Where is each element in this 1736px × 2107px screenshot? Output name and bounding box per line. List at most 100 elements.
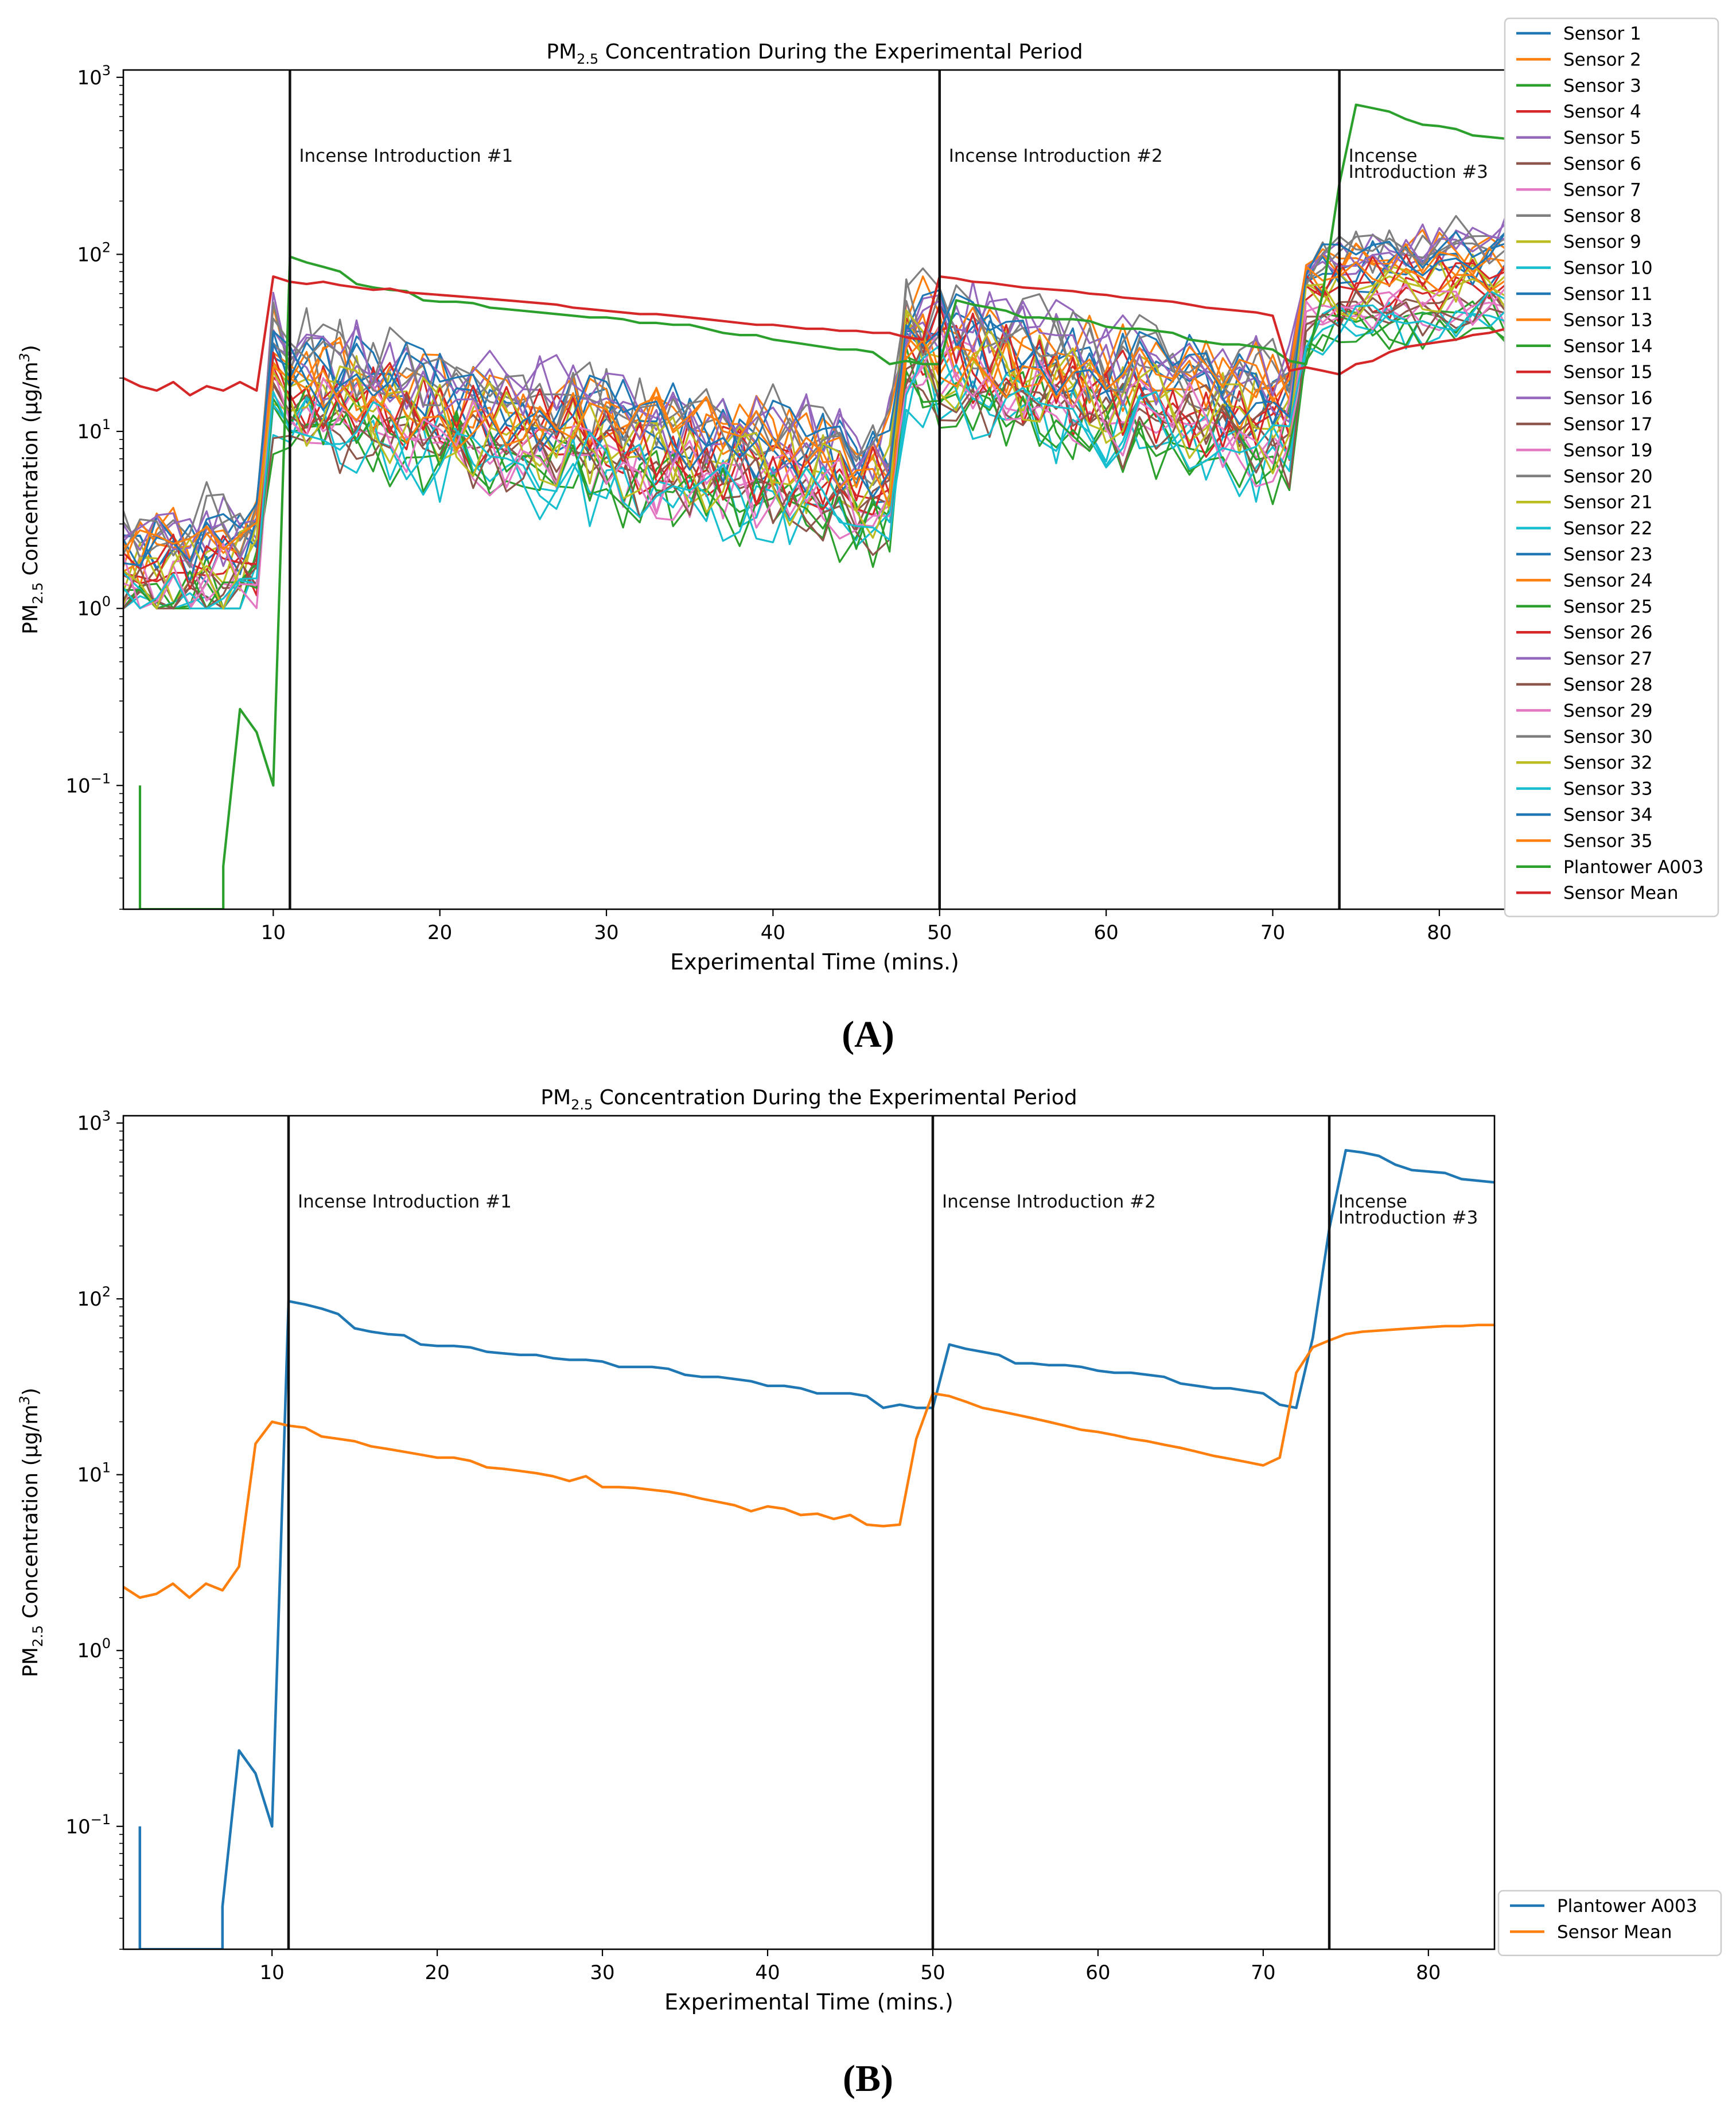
panel-label-a: (A) (842, 1014, 894, 1056)
legend-label-sensor-15: Sensor 15 (1563, 362, 1653, 383)
legend-label-sensor-8: Sensor 8 (1563, 206, 1641, 227)
legend-label-sensor-7: Sensor 7 (1563, 180, 1641, 200)
x-tick-label: 50 (920, 1961, 945, 1984)
y-tick-label: 103 (77, 1108, 111, 1135)
chart-title: PM2.5 Concentration During the Experimen… (540, 1086, 1077, 1113)
x-tick-label: 50 (927, 921, 952, 944)
y-tick-label: 10−1 (65, 770, 111, 797)
y-tick-label: 101 (77, 1460, 111, 1487)
legend-label-sensor-25: Sensor 25 (1563, 597, 1653, 617)
legend-label-sensor-24: Sensor 24 (1563, 570, 1653, 591)
legend-label-sensor-4: Sensor 4 (1563, 102, 1641, 122)
event-label-1: Incense Introduction #1 (299, 146, 513, 166)
legend-label-sensor-11: Sensor 11 (1563, 284, 1653, 305)
chart-panel-a: Incense Introduction #1 Incense Introduct… (17, 17, 1719, 975)
legend-label-plantower-a003: Plantower A003 (1557, 1896, 1697, 1917)
y-axis-label: PM2.5 Concentration (µg/m3) (17, 1388, 46, 1677)
legend-label-sensor-30: Sensor 30 (1563, 727, 1653, 747)
y-tick-label: 10−1 (65, 1812, 111, 1839)
legend: Sensor 1 Sensor 2 Sensor 3 Sensor 4 Sensor 5… (1504, 17, 1719, 917)
legend-label-sensor-13: Sensor 13 (1563, 310, 1653, 330)
x-tick-label: 70 (1260, 921, 1285, 944)
y-tick-label: 102 (77, 239, 111, 266)
legend-label-sensor-10: Sensor 10 (1563, 258, 1653, 279)
x-tick-label: 70 (1251, 1961, 1275, 1984)
x-tick-label: 20 (425, 1961, 449, 1984)
legend-label-sensor-5: Sensor 5 (1563, 128, 1641, 149)
y-tick-label: 100 (77, 594, 111, 621)
chart-panel-b: Incense Introduction #1 Incense Introduct… (17, 1086, 1722, 2015)
legend-label-sensor-1: Sensor 1 (1563, 24, 1641, 44)
event-label-1: Incense Introduction #1 (298, 1191, 512, 1212)
legend-label-sensor-33: Sensor 33 (1563, 779, 1653, 800)
legend-label-sensor-3: Sensor 3 (1563, 76, 1641, 96)
plot-area (123, 1148, 1494, 1949)
y-tick-label: 101 (77, 416, 111, 443)
legend-label-plantower-a003: Plantower A003 (1563, 857, 1703, 878)
legend-label-sensor-27: Sensor 27 (1563, 649, 1653, 669)
legend-label-sensor-2: Sensor 2 (1563, 49, 1641, 70)
series-line-sensor-33 (123, 290, 1506, 610)
series-line-sensor-29 (123, 283, 1506, 610)
legend-label-sensor-21: Sensor 21 (1563, 492, 1653, 513)
event-label-3: Incense Introduction #3 (1338, 1191, 1478, 1228)
series-line-sensor-15 (123, 262, 1506, 597)
series-line-sensor-27 (123, 227, 1506, 567)
x-tick-label: 20 (427, 921, 452, 944)
y-tick-label: 100 (77, 1635, 111, 1662)
legend-label-sensor-20: Sensor 20 (1563, 466, 1653, 487)
x-axis-label: Experimental Time (mins.) (664, 1989, 953, 2015)
x-tick-label: 80 (1427, 921, 1451, 944)
legend-label-sensor-22: Sensor 22 (1563, 519, 1653, 539)
legend: Plantower A003 Sensor Mean (1497, 1890, 1722, 1957)
x-tick-label: 40 (755, 1961, 780, 1984)
event-label-2: Incense Introduction #2 (942, 1191, 1156, 1212)
legend-label-sensor-32: Sensor 32 (1563, 753, 1653, 773)
legend-label-sensor-9: Sensor 9 (1563, 232, 1641, 252)
chart-title: PM2.5 Concentration During the Experimen… (546, 40, 1083, 67)
legend-label-sensor-16: Sensor 16 (1563, 388, 1653, 409)
legend-label-sensor-28: Sensor 28 (1563, 675, 1653, 695)
event-label-3: Incense Introduction #3 (1349, 146, 1488, 182)
legend-label-sensor-14: Sensor 14 (1563, 336, 1653, 357)
legend-label-sensor-35: Sensor 35 (1563, 831, 1653, 851)
series-line-sensor-mean (123, 1323, 1494, 1599)
legend-label-sensor-mean: Sensor Mean (1557, 1922, 1672, 1942)
plot-area (123, 103, 1506, 909)
y-tick-label: 102 (77, 1284, 111, 1311)
legend-label-sensor-17: Sensor 17 (1563, 414, 1653, 435)
panel-label-b: (B) (843, 2058, 893, 2100)
series-line-sensor-mean (123, 275, 1506, 397)
x-axis-label: Experimental Time (mins.) (670, 949, 959, 975)
legend-label-sensor-34: Sensor 34 (1563, 805, 1653, 825)
legend-label-sensor-mean: Sensor Mean (1563, 883, 1679, 903)
legend-frame (1497, 1890, 1722, 1957)
series-line-sensor-32 (123, 264, 1506, 610)
series-line-sensor-20 (123, 234, 1506, 568)
legend-label-sensor-23: Sensor 23 (1563, 544, 1653, 565)
series-line-sensor-34 (123, 231, 1506, 566)
series-line-plantower-a003 (138, 1148, 1494, 1949)
x-tick-label: 80 (1416, 1961, 1441, 1984)
series-line-sensor-9 (123, 253, 1506, 593)
x-tick-label: 10 (260, 1961, 285, 1984)
legend-frame (1504, 17, 1719, 917)
x-tick-label: 40 (761, 921, 785, 944)
x-tick-label: 30 (594, 921, 618, 944)
x-tick-label: 60 (1093, 921, 1118, 944)
event-label-2: Incense Introduction #2 (949, 146, 1163, 166)
x-tick-label: 30 (590, 1961, 614, 1984)
series-line-sensor-10 (123, 301, 1506, 610)
y-axis-label: PM2.5 Concentration (µg/m3) (17, 345, 46, 634)
y-tick-label: 103 (77, 63, 111, 89)
legend-label-sensor-29: Sensor 29 (1563, 700, 1653, 721)
x-tick-label: 60 (1085, 1961, 1110, 1984)
legend-label-sensor-26: Sensor 26 (1563, 622, 1653, 643)
series-line-sensor-24 (123, 243, 1506, 567)
x-tick-label: 10 (261, 921, 286, 944)
plot-frame (122, 1115, 1496, 1950)
series-line-sensor-35 (123, 261, 1506, 551)
legend-label-sensor-6: Sensor 6 (1563, 154, 1641, 174)
series-line-sensor-30 (123, 215, 1506, 556)
